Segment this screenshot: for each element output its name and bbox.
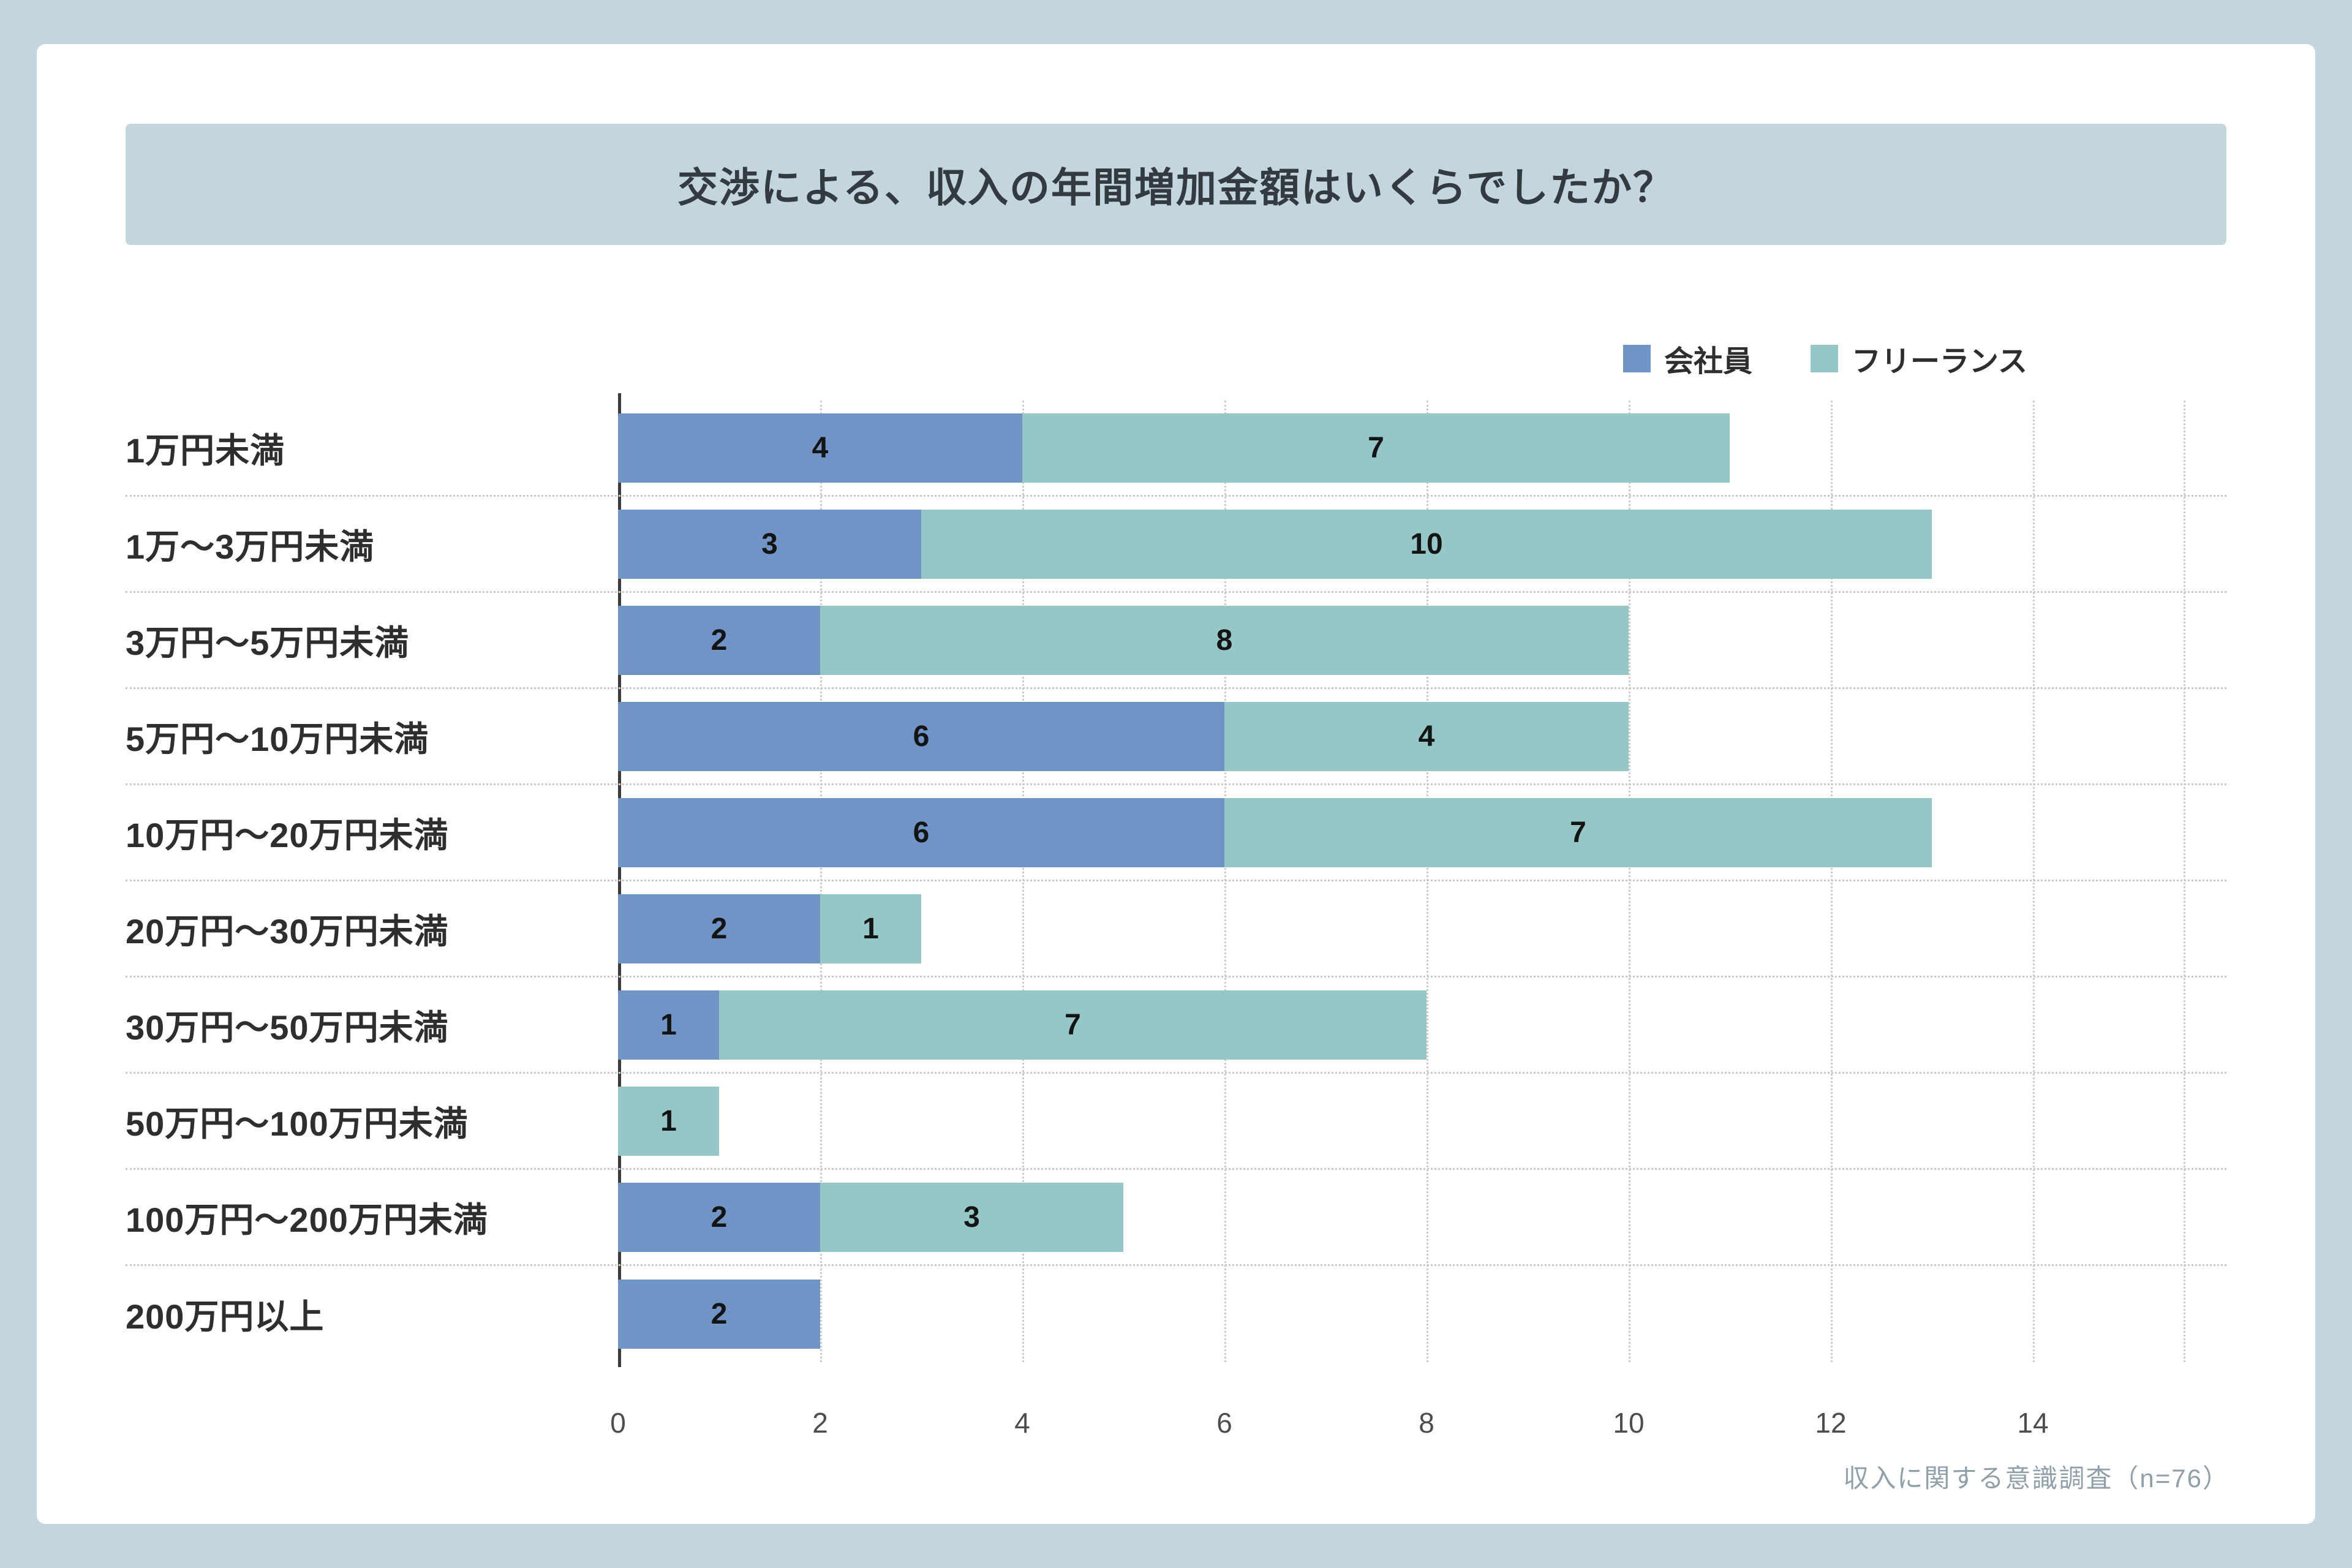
gridline: [2033, 401, 2035, 1362]
segment-value: 4: [812, 431, 829, 464]
x-tick-label: 4: [1014, 1407, 1030, 1439]
segment-value: 6: [913, 720, 930, 753]
category-label: 3万円～5万円未満: [126, 623, 410, 662]
bar-segment-フリーランス: 7: [1224, 797, 1932, 867]
table-row: 20万円～30万円未満 2 1: [126, 881, 2226, 978]
gridline: [2184, 401, 2185, 1362]
gridline: [1224, 401, 1226, 1362]
bar-chart: 1万円未満 4 7 1万～3万円未満 3 10 3万円～5万円未満 2 8 5万円～10万円未満 6…: [126, 393, 2226, 1443]
chart-card: 交渉による、収入の年間増加金額はいくらでしたか？ 会社員 フリーランス 1万円未…: [37, 44, 2315, 1524]
segment-value: 7: [1065, 1008, 1081, 1041]
x-tick-label: 10: [1613, 1407, 1645, 1439]
x-tick-label: 8: [1419, 1407, 1434, 1439]
bar-segment-会社員: 6: [618, 701, 1224, 771]
bar-segment-フリーランス: 1: [618, 1086, 719, 1156]
category-label: 100万円～200万円未満: [126, 1200, 488, 1239]
segment-value: 7: [1368, 431, 1384, 464]
x-tick-label: 0: [610, 1407, 626, 1439]
x-tick-label: 12: [1815, 1407, 1847, 1439]
legend-item-employee: 会社員: [1623, 337, 1752, 380]
legend-label-employee: 会社員: [1664, 345, 1752, 378]
freelance-swatch-icon: [1810, 344, 1838, 372]
segment-value: 1: [660, 1104, 677, 1137]
bar-track: 3 10: [618, 509, 2226, 579]
bar-track: 1: [618, 1086, 2226, 1156]
legend-label-freelance: フリーランス: [1851, 345, 2027, 378]
gridline: [820, 401, 822, 1362]
segment-value: 3: [963, 1200, 980, 1234]
category-label: 10万円～20万円未満: [126, 815, 449, 854]
segment-value: 1: [862, 912, 879, 945]
employee-swatch-icon: [1623, 344, 1651, 372]
bar-track: 2: [618, 1280, 2226, 1349]
legend-item-freelance: フリーランス: [1810, 337, 2027, 380]
bar-segment-会社員: 1: [618, 990, 719, 1060]
table-row: 1万円未満 4 7: [126, 401, 2226, 497]
segment-value: 2: [710, 912, 728, 945]
table-row: 200万円以上 2: [126, 1266, 2226, 1362]
category-label: 1万円未満: [126, 431, 285, 470]
segment-value: 8: [1216, 624, 1233, 657]
chart-rows: 1万円未満 4 7 1万～3万円未満 3 10 3万円～5万円未満 2 8 5万円～10万円未満 6…: [126, 393, 2226, 1367]
segment-value: 4: [1418, 720, 1435, 753]
bar-segment-会社員: 2: [618, 1182, 820, 1252]
bar-segment-会社員: 6: [618, 797, 1224, 867]
x-tick-label: 6: [1216, 1407, 1232, 1439]
table-row: 50万円～100万円未満 1: [126, 1074, 2226, 1170]
segment-value: 2: [710, 1298, 728, 1330]
table-row: 1万～3万円未満 3 10: [126, 497, 2226, 593]
category-label: 200万円以上: [126, 1297, 325, 1336]
segment-value: 3: [761, 527, 778, 560]
segment-value: 2: [710, 1200, 728, 1234]
segment-value: 1: [660, 1008, 677, 1041]
legend: 会社員 フリーランス: [1623, 337, 2027, 380]
bar-segment-フリーランス: 3: [820, 1182, 1123, 1252]
x-tick-label: 2: [812, 1407, 828, 1439]
bar-segment-フリーランス: 7: [719, 990, 1427, 1060]
gridline: [1831, 401, 1833, 1362]
segment-value: 2: [710, 624, 728, 657]
table-row: 10万円～20万円未満 6 7: [126, 785, 2226, 881]
segment-value: 6: [913, 816, 930, 849]
table-row: 5万円～10万円未満 6 4: [126, 689, 2226, 785]
bar-segment-フリーランス: 7: [1022, 413, 1730, 483]
bar-segment-フリーランス: 8: [820, 605, 1629, 675]
x-axis-ticks: 0 2 4 6 8 10 12 14: [126, 1406, 2226, 1443]
segment-value: 7: [1570, 816, 1586, 849]
bar-segment-会社員: 3: [618, 509, 921, 579]
table-row: 3万円～5万円未満 2 8: [126, 593, 2226, 689]
category-label: 20万円～30万円未満: [126, 911, 449, 951]
category-label: 5万円～10万円未満: [126, 719, 429, 758]
category-label: 50万円～100万円未満: [126, 1104, 469, 1143]
bar-segment-フリーランス: 1: [820, 894, 921, 963]
table-row: 100万円～200万円未満 2 3: [126, 1170, 2226, 1266]
bar-segment-フリーランス: 4: [1224, 701, 1629, 771]
bar-segment-会社員: 4: [618, 413, 1022, 483]
category-label: 30万円～50万円未満: [126, 1008, 449, 1047]
bar-segment-会社員: 2: [618, 1280, 820, 1349]
title-banner: 交渉による、収入の年間増加金額はいくらでしたか？: [126, 124, 2226, 245]
chart-title: 交渉による、収入の年間増加金額はいくらでしたか？: [677, 165, 1675, 210]
gridline: [1629, 401, 1630, 1362]
gridline: [1427, 401, 1428, 1362]
gridline: [1022, 401, 1024, 1362]
source-footnote: 収入に関する意識調査（n=76）: [1843, 1464, 2230, 1493]
bar-segment-会社員: 2: [618, 894, 820, 963]
x-tick-label: 14: [2017, 1407, 2049, 1439]
bar-segment-会社員: 2: [618, 605, 820, 675]
bar-segment-フリーランス: 10: [921, 509, 1932, 579]
table-row: 30万円～50万円未満 1 7: [126, 978, 2226, 1074]
segment-value: 10: [1410, 527, 1443, 560]
category-label: 1万～3万円未満: [126, 527, 375, 566]
